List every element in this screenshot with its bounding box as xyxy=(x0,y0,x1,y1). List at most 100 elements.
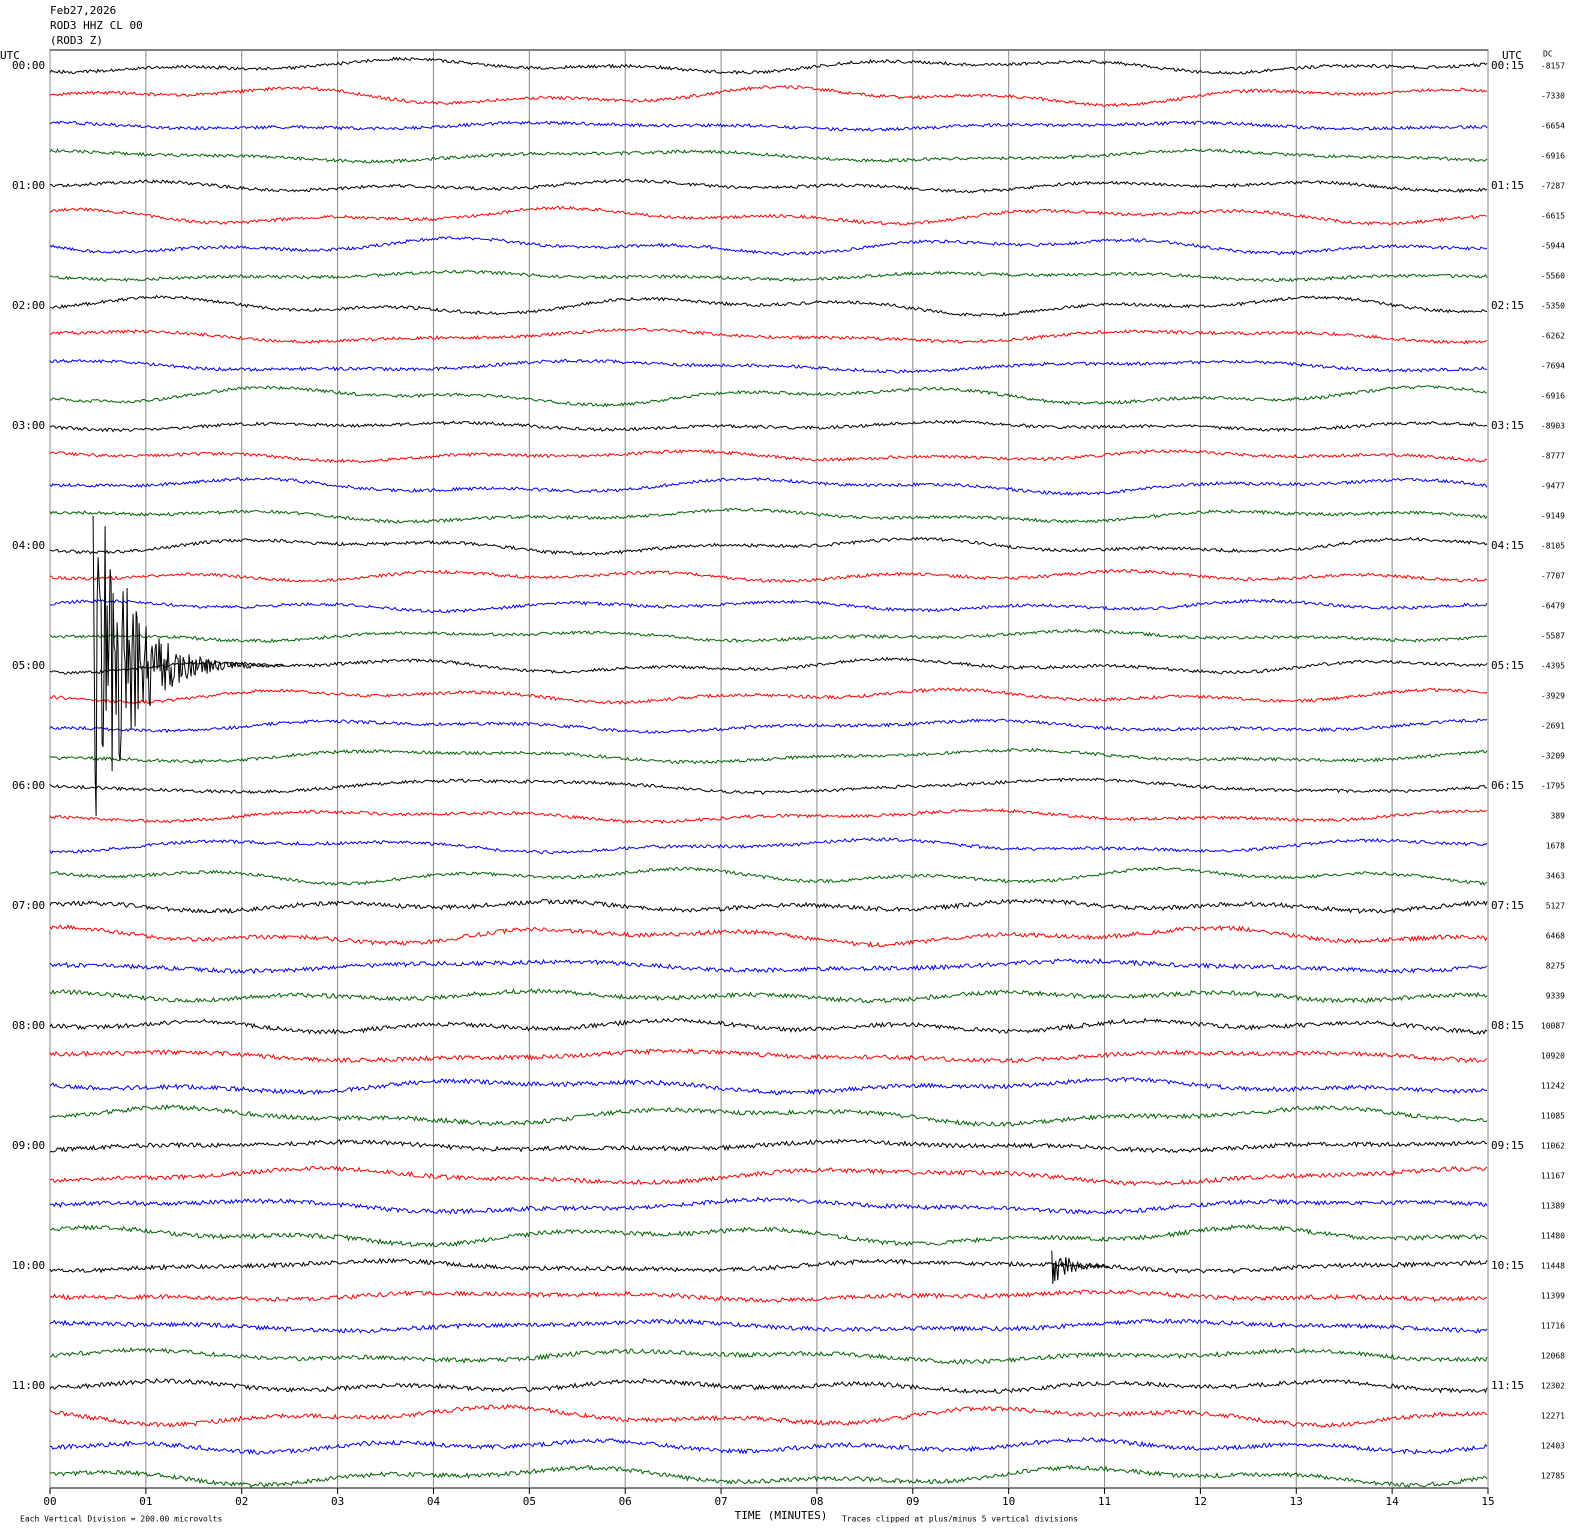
right-unit: UTC xyxy=(1502,49,1522,62)
trace xyxy=(49,1138,1487,1154)
trace xyxy=(49,777,1488,795)
event xyxy=(1051,1250,1109,1285)
trace xyxy=(49,120,1488,132)
x-tick-label: 10 xyxy=(1002,1495,1015,1508)
x-tick-label: 07 xyxy=(714,1495,727,1508)
dc-value: -5350 xyxy=(1541,302,1565,311)
station: ROD3 HHZ CL 00 xyxy=(50,19,143,32)
dc-value: -8105 xyxy=(1541,542,1565,551)
trace xyxy=(49,1224,1488,1248)
dc-value: 5127 xyxy=(1546,902,1565,911)
plot-frame xyxy=(49,49,1489,1489)
left-unit: UTC xyxy=(0,49,20,62)
dc-label: DC xyxy=(1543,50,1553,59)
x-tick-label: 08 xyxy=(810,1495,823,1508)
dc-value: -9477 xyxy=(1541,482,1565,491)
dc-value: 12403 xyxy=(1541,1442,1565,1451)
trace xyxy=(49,747,1488,765)
dc-value: -7694 xyxy=(1541,362,1565,371)
left-time: 04:00 xyxy=(12,539,45,552)
trace xyxy=(49,988,1488,1004)
trace xyxy=(49,866,1488,886)
trace xyxy=(49,958,1488,975)
trace xyxy=(49,84,1488,108)
dc-value: -6615 xyxy=(1541,212,1565,221)
trace xyxy=(49,536,1488,556)
left-time: 03:00 xyxy=(12,419,45,432)
x-tick-label: 09 xyxy=(906,1495,919,1508)
event xyxy=(92,515,285,817)
dc-value: -6262 xyxy=(1541,332,1565,341)
x-tick-label: 01 xyxy=(139,1495,152,1508)
dc-value: 12302 xyxy=(1541,1382,1565,1391)
x-tick-label: 14 xyxy=(1386,1495,1400,1508)
dc-value: -4395 xyxy=(1541,662,1565,671)
trace xyxy=(49,924,1488,948)
trace xyxy=(49,507,1488,524)
right-time: 11:15 xyxy=(1491,1379,1524,1392)
right-time: 05:15 xyxy=(1491,659,1524,672)
dc-value: 8275 xyxy=(1546,962,1565,971)
right-time: 10:15 xyxy=(1491,1259,1524,1272)
trace xyxy=(49,1437,1488,1456)
x-tick-label: 13 xyxy=(1290,1495,1303,1508)
trace xyxy=(49,358,1488,374)
dc-value: 3463 xyxy=(1546,872,1565,881)
dc-value: -3209 xyxy=(1541,752,1565,761)
station-code: (ROD3 Z) xyxy=(50,34,103,47)
x-tick-label: 03 xyxy=(331,1495,344,1508)
dc-value: -7287 xyxy=(1541,182,1565,191)
x-tick-label: 15 xyxy=(1481,1495,1494,1508)
left-time: 00:00 xyxy=(12,59,45,72)
trace xyxy=(49,476,1488,496)
trace xyxy=(49,807,1488,825)
dc-value: 10087 xyxy=(1541,1022,1565,1031)
right-time: 08:15 xyxy=(1491,1019,1524,1032)
dc-value: -6654 xyxy=(1541,122,1565,131)
right-time: 00:15 xyxy=(1491,59,1524,72)
trace xyxy=(49,1165,1488,1187)
x-tick-label: 05 xyxy=(523,1495,536,1508)
trace xyxy=(49,56,1488,75)
dc-value: 11399 xyxy=(1541,1292,1565,1301)
left-time: 05:00 xyxy=(12,659,45,672)
left-time: 09:00 xyxy=(12,1139,45,1152)
trace xyxy=(49,1378,1488,1394)
date: Feb27,2026 xyxy=(50,4,116,17)
dc-value: -5560 xyxy=(1541,272,1565,281)
dc-value: 12271 xyxy=(1541,1412,1565,1421)
dc-value: -9149 xyxy=(1541,512,1565,521)
trace xyxy=(49,236,1488,256)
x-tick-label: 12 xyxy=(1194,1495,1207,1508)
trace xyxy=(50,568,1488,583)
dc-value: -5587 xyxy=(1541,632,1565,641)
dc-value: 11085 xyxy=(1541,1112,1565,1121)
dc-value: 1678 xyxy=(1546,842,1565,851)
dc-value: 12068 xyxy=(1541,1352,1565,1361)
right-time: 02:15 xyxy=(1491,299,1524,312)
dc-value: 9339 xyxy=(1546,992,1565,1001)
left-time: 02:00 xyxy=(12,299,45,312)
trace xyxy=(49,1403,1488,1428)
right-time: 07:15 xyxy=(1491,899,1524,912)
trace xyxy=(49,1257,1488,1274)
trace xyxy=(49,1464,1488,1488)
dc-value: 11167 xyxy=(1541,1172,1565,1181)
left-time: 06:00 xyxy=(12,779,45,792)
dc-value: 11242 xyxy=(1541,1082,1565,1091)
trace xyxy=(49,1104,1488,1128)
dc-value: -8157 xyxy=(1541,62,1565,71)
x-tick-label: 00 xyxy=(43,1495,56,1508)
dc-value: 11480 xyxy=(1541,1232,1565,1241)
dc-value: -6916 xyxy=(1541,152,1565,161)
x-tick-label: 06 xyxy=(619,1495,632,1508)
dc-value: -7330 xyxy=(1541,92,1565,101)
trace xyxy=(49,718,1488,734)
trace xyxy=(49,687,1488,706)
trace xyxy=(49,837,1488,855)
dc-value: 12785 xyxy=(1541,1472,1565,1481)
trace xyxy=(49,1048,1488,1064)
x-tick-label: 04 xyxy=(427,1495,441,1508)
dc-value: -6479 xyxy=(1541,602,1565,611)
right-time: 09:15 xyxy=(1491,1139,1524,1152)
